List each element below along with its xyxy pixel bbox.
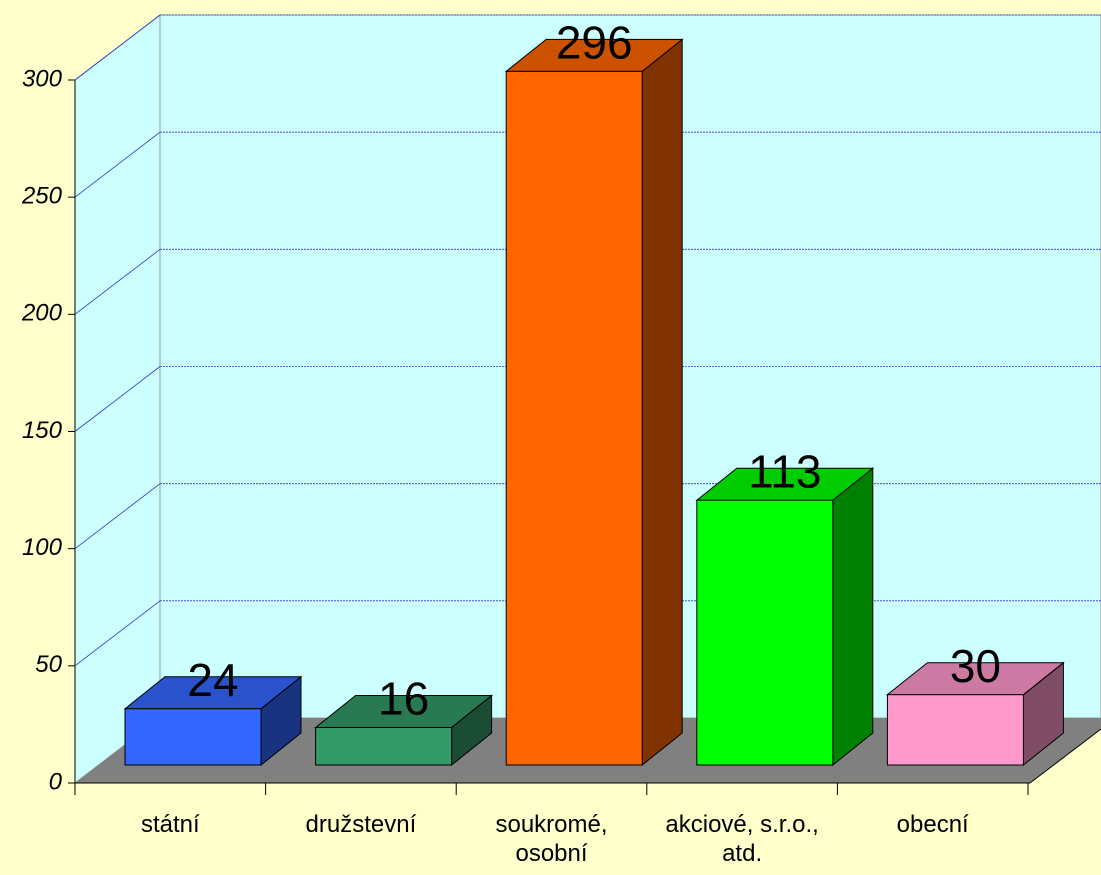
bar (886, 694, 1024, 766)
bar-side (832, 467, 874, 767)
bar (505, 70, 643, 766)
bar (696, 499, 834, 766)
grid-line (74, 483, 161, 549)
y-tick-label: 150 (22, 417, 63, 444)
floor-edge (1029, 728, 1101, 784)
grid-line (74, 600, 161, 667)
y-tick-label: 200 (21, 300, 63, 327)
x-tick-label: státní (140, 811, 200, 838)
y-tick-label: 50 (35, 651, 62, 678)
data-label: 24 (187, 654, 238, 706)
bar-side (641, 38, 683, 767)
grid-line (74, 131, 161, 198)
y-tick-label: 0 (49, 768, 63, 795)
x-tick-label: obecní (896, 811, 969, 838)
x-tick-label: akciové, s.r.o., atd. (665, 811, 819, 867)
grid-line (74, 14, 161, 81)
data-label: 16 (378, 673, 429, 725)
y-tick-label: 300 (22, 65, 63, 92)
y-tick-label: 100 (22, 534, 63, 561)
y-tick-label: 250 (21, 183, 63, 210)
bar (124, 708, 262, 766)
grid-line (74, 366, 161, 432)
bar (315, 727, 453, 766)
x-tick-label: soukromé, osobní (495, 811, 608, 867)
data-label: 296 (556, 17, 633, 69)
grid-line (74, 249, 161, 315)
data-label: 113 (748, 445, 821, 497)
data-label: 30 (950, 640, 1001, 692)
x-tick-label: družstevní (305, 811, 417, 838)
